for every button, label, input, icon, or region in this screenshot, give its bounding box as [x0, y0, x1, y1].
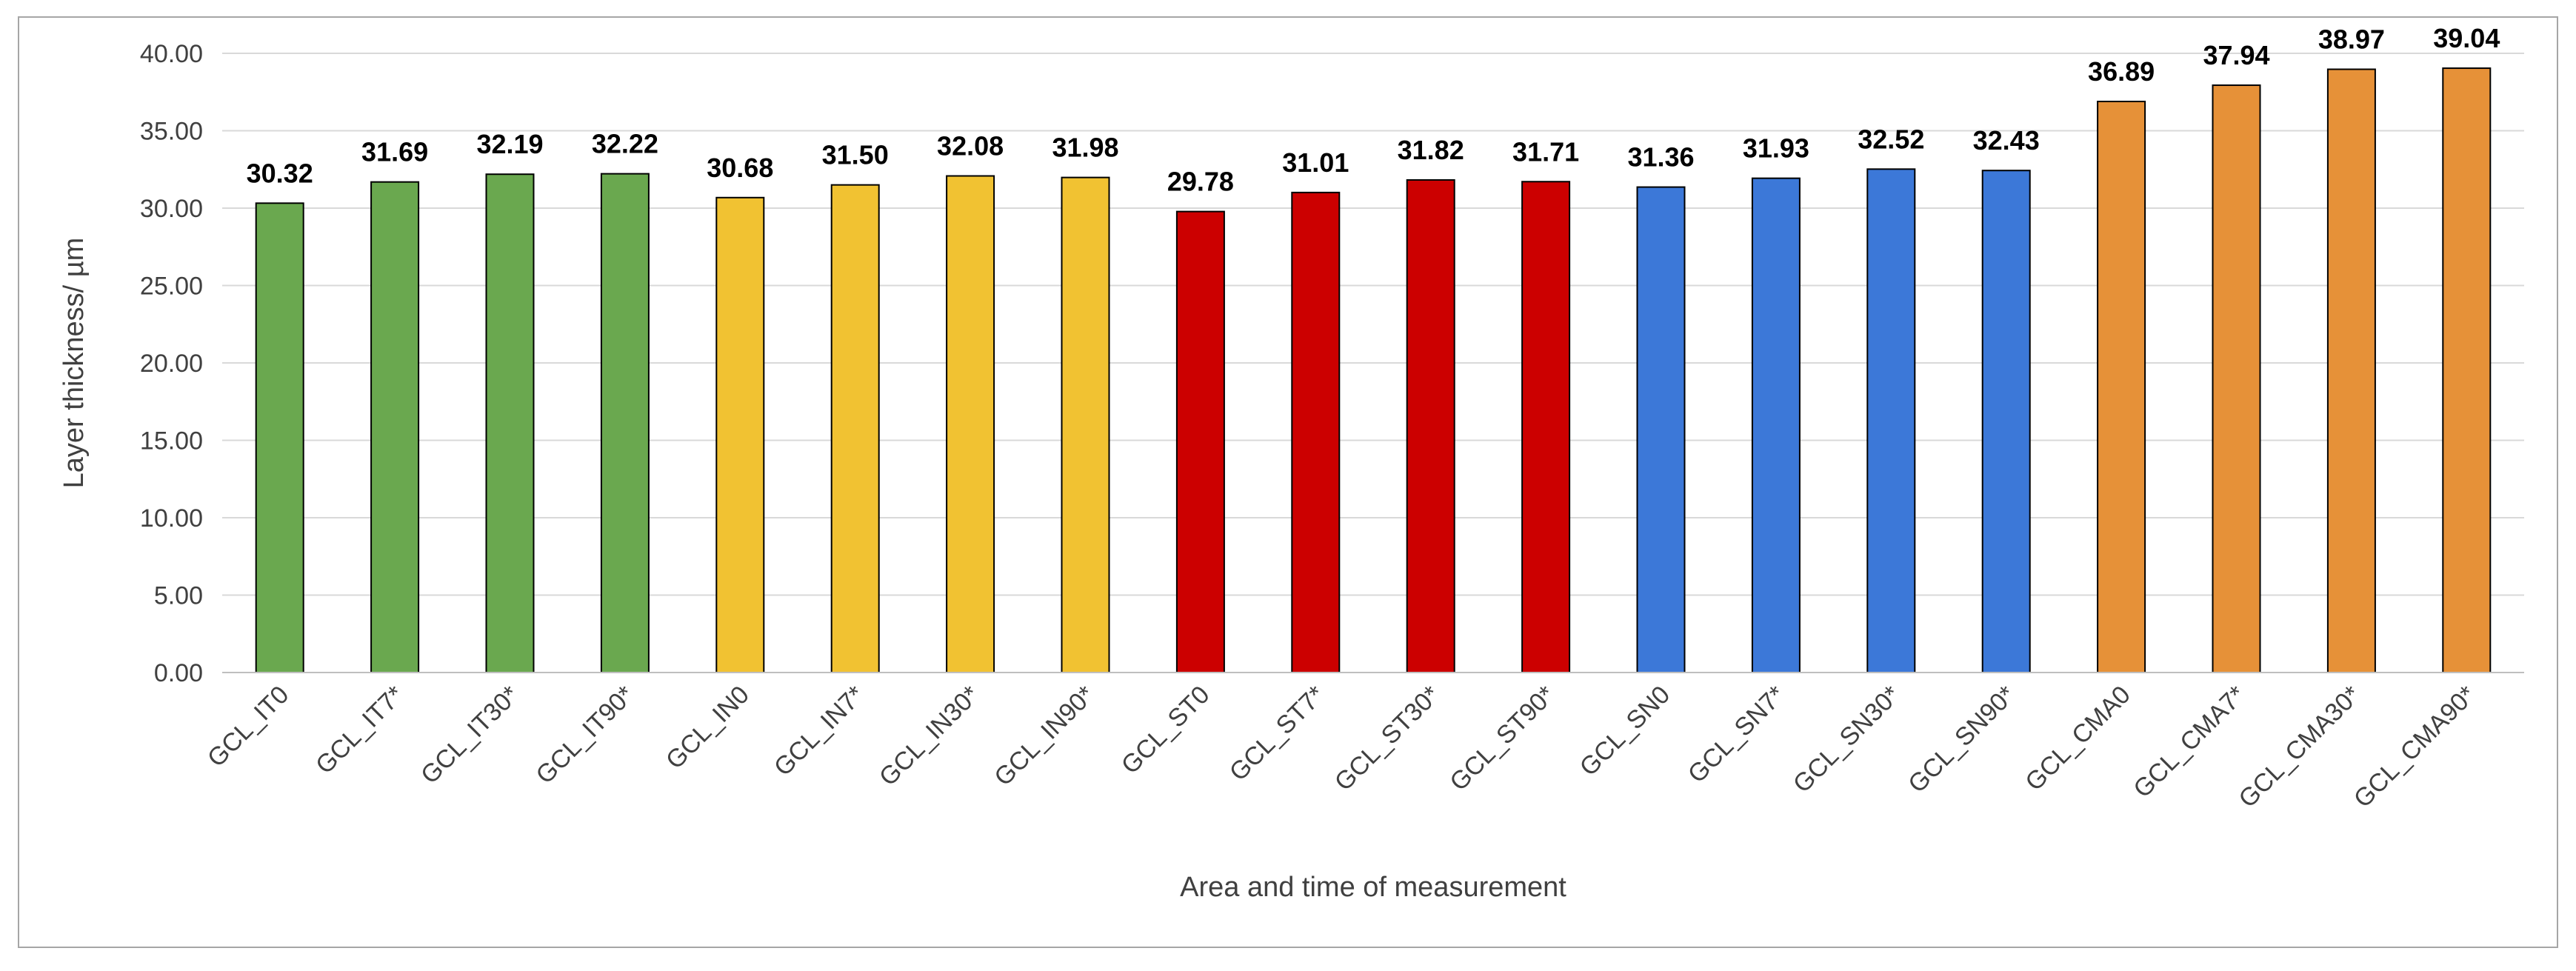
data-label: 32.22	[592, 129, 658, 159]
x-tick-label: GCL_CMA0	[2020, 681, 2135, 796]
bar	[946, 175, 995, 673]
bar	[1866, 168, 1916, 674]
x-tick-label: GCL_CMA7*	[2128, 681, 2251, 804]
x-tick-label: GCL_ST0	[1116, 681, 1215, 780]
bars	[255, 67, 2492, 674]
bar	[2326, 68, 2376, 674]
bar	[1751, 177, 1801, 673]
data-label: 32.43	[1973, 125, 2040, 156]
x-tick-label: GCL_ST7*	[1224, 681, 1330, 787]
data-label: 37.94	[2203, 40, 2269, 70]
x-tick-label: GCL_IN90*	[989, 681, 1100, 792]
y-tick-label: 5.00	[154, 582, 203, 610]
x-tick-label: GCL_IT0	[202, 681, 294, 773]
bar	[1291, 191, 1341, 673]
gridlines	[222, 53, 2524, 596]
data-label: 31.50	[822, 140, 889, 170]
data-label: 29.78	[1167, 167, 1234, 197]
data-label: 31.98	[1052, 133, 1118, 163]
bar	[1406, 178, 1455, 674]
x-tick-label: GCL_IT7*	[310, 681, 410, 780]
bar	[1175, 210, 1225, 673]
y-tick-label: 40.00	[140, 40, 203, 68]
bar	[600, 173, 650, 674]
data-label: 31.01	[1282, 147, 1349, 178]
y-tick-label: 0.00	[154, 659, 203, 687]
x-tick-label: GCL_ST90*	[1444, 681, 1561, 797]
data-labels: 30.32 31.69 32.19 32.22 30.68 31.50 32.08 31.98…	[247, 23, 2500, 197]
x-tick-label: GCL_IN7*	[769, 681, 870, 781]
data-label: 31.71	[1512, 136, 1579, 167]
bar	[2442, 67, 2492, 673]
y-axis-title: Layer thickness/ µm	[59, 238, 90, 489]
x-axis-title: Area and time of measurement	[1180, 872, 1566, 903]
data-label: 32.08	[937, 131, 1004, 161]
data-label: 38.97	[2318, 24, 2385, 55]
bar	[830, 184, 880, 673]
bar	[485, 173, 535, 673]
data-label: 39.04	[2433, 23, 2500, 53]
data-label: 31.93	[1743, 133, 1809, 164]
x-tick-label: GCL_SN0	[1575, 681, 1675, 781]
y-tick-label: 20.00	[140, 350, 203, 378]
bar	[715, 196, 765, 673]
data-label: 31.69	[361, 137, 428, 167]
bar	[255, 202, 304, 673]
bar	[1061, 176, 1110, 674]
data-label: 30.32	[247, 158, 313, 188]
x-tick-label: GCL_IN30*	[874, 681, 985, 792]
data-label: 30.68	[707, 153, 773, 183]
data-label: 32.52	[1858, 124, 1924, 154]
x-tick-label: GCL_SN90*	[1903, 681, 2021, 798]
data-label: 36.89	[2088, 56, 2155, 87]
x-tick-label: GCL_CMA30*	[2233, 681, 2366, 813]
x-tick-label: GCL_IT30*	[416, 681, 524, 790]
data-label: 31.36	[1627, 142, 1694, 173]
x-axis-ticks: GCL_IT0 GCL_IT7* GCL_IT30* GCL_IT90* GCL_IN0…	[202, 681, 2481, 813]
data-label: 32.19	[476, 129, 543, 159]
x-tick-label: GCL_ST30*	[1329, 681, 1446, 797]
bar	[2097, 100, 2146, 673]
y-axis-ticks: 0.00 5.00 10.00 15.00 20.00 25.00 30.00 35.00 40…	[140, 40, 203, 687]
y-tick-label: 25.00	[140, 273, 203, 301]
bar	[370, 181, 420, 673]
x-tick-label: GCL_SN7*	[1683, 681, 1791, 789]
bar	[2212, 84, 2261, 673]
data-label: 31.82	[1398, 135, 1464, 165]
x-tick-label: GCL_IN0	[661, 681, 755, 775]
y-tick-label: 35.00	[140, 118, 203, 146]
bar	[1521, 181, 1571, 674]
bar	[1636, 186, 1686, 674]
y-tick-label: 10.00	[140, 504, 203, 533]
x-tick-label: GCL_CMA90*	[2349, 681, 2481, 813]
y-tick-label: 30.00	[140, 195, 203, 223]
x-tick-label: GCL_IT90*	[530, 681, 639, 790]
y-tick-label: 15.00	[140, 427, 203, 456]
x-tick-label: GCL_SN30*	[1788, 681, 1906, 798]
bar	[1981, 170, 2031, 673]
